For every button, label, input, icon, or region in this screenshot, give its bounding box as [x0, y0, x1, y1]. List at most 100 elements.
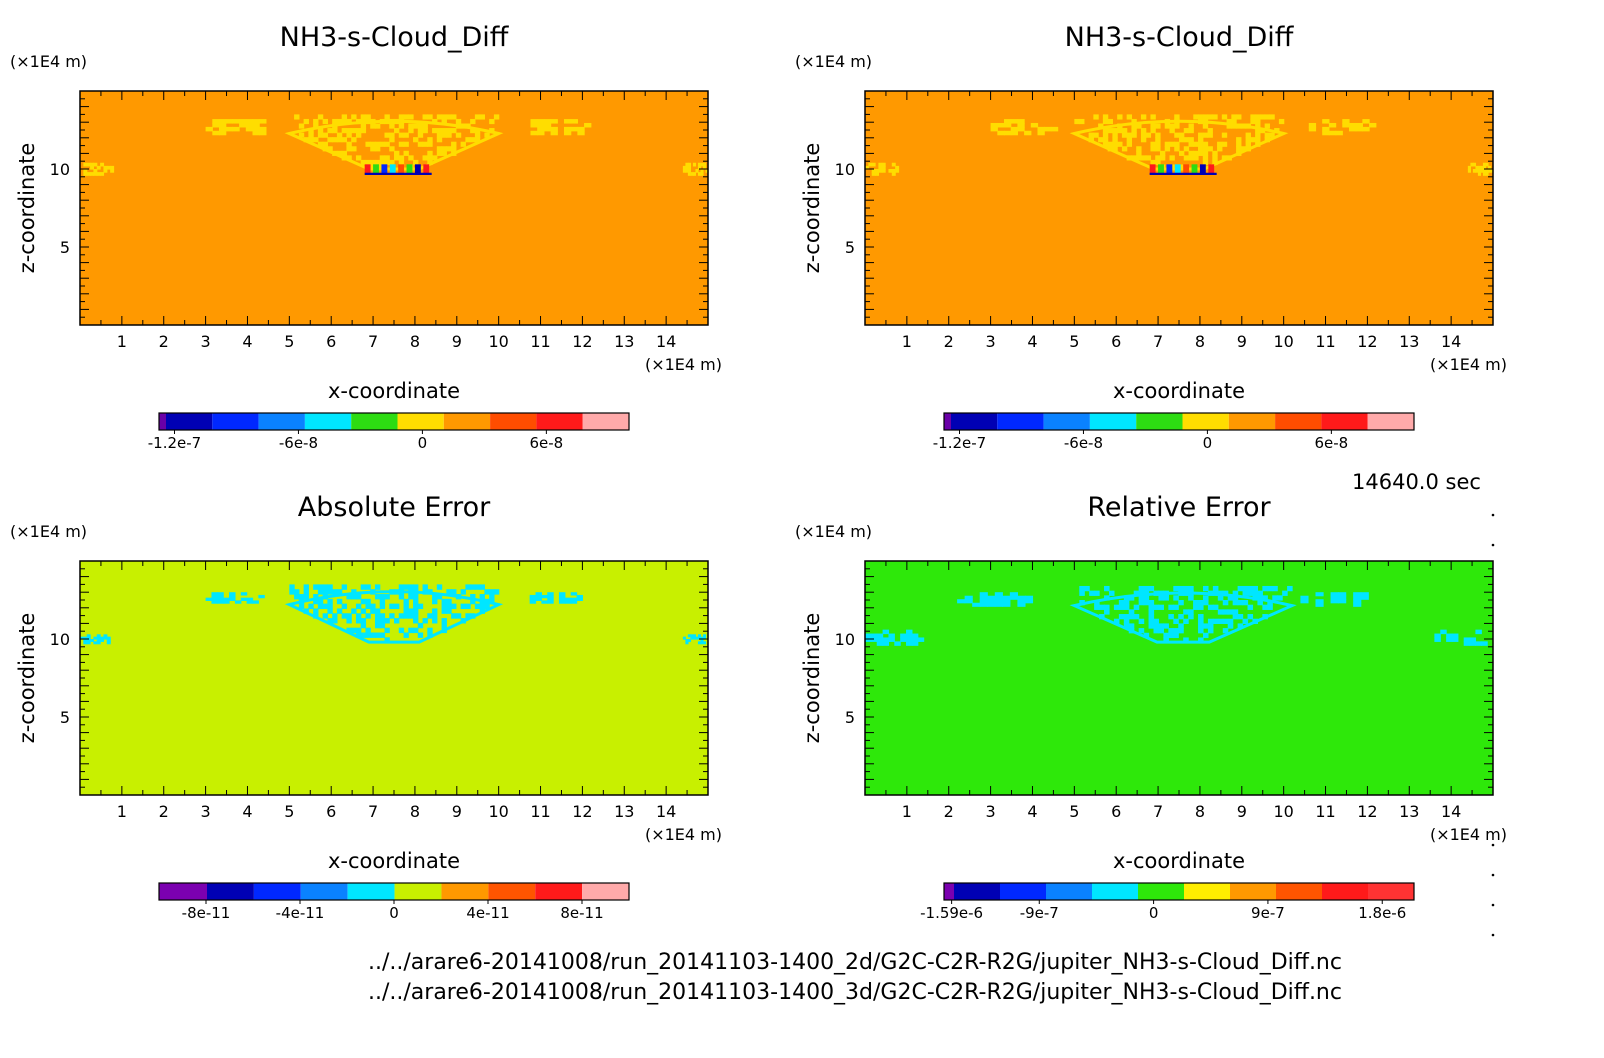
- cloud-cell: [470, 128, 476, 134]
- cloud-cell: [1104, 604, 1110, 610]
- cloud-cell: [1037, 130, 1045, 136]
- cloud-cell: [389, 132, 395, 138]
- core-cell: [1158, 164, 1164, 175]
- cloud-cell: [1262, 595, 1268, 601]
- cloud-cell: [484, 132, 490, 138]
- cloud-cell: [1242, 585, 1249, 592]
- cloud-cell: [341, 584, 348, 590]
- cloud-cell: [697, 162, 702, 167]
- cloud-cell: [1480, 169, 1484, 173]
- cloud-cell: [1112, 128, 1118, 134]
- cloud-cell: [389, 613, 395, 619]
- cloud-cell: [1153, 618, 1160, 624]
- cloud-cell: [702, 634, 707, 638]
- cloud-cell: [205, 126, 213, 132]
- cloud-cell: [360, 632, 367, 638]
- cloud-cell: [446, 608, 452, 614]
- cloud-cell: [474, 603, 481, 610]
- core-cell: [1166, 164, 1173, 175]
- cloud-cell: [690, 172, 694, 176]
- cloud-cell: [1472, 162, 1477, 167]
- cloud-cell: [341, 128, 348, 134]
- cloud-cell: [1123, 614, 1130, 620]
- y-unit-label: (×1E4 m): [10, 52, 87, 71]
- cloud-cell: [964, 595, 973, 600]
- cloud-cell: [245, 119, 254, 124]
- cloud-cell: [313, 137, 319, 143]
- cloud-cell: [365, 603, 371, 610]
- cloud-cell: [570, 126, 578, 132]
- cloud-cell: [245, 126, 254, 132]
- cloud-cell: [336, 132, 343, 138]
- cloud-cell: [379, 598, 386, 605]
- cloud-cell: [1128, 623, 1135, 629]
- colorbar-swatch: [207, 883, 254, 900]
- cloud-cell: [1145, 132, 1152, 138]
- cloud-cell: [1009, 595, 1018, 600]
- x-unit-label: (×1E4 m): [1430, 355, 1507, 374]
- cloud-cell: [1123, 600, 1130, 606]
- cloud-cell: [1360, 592, 1369, 597]
- cloud-cell: [1174, 146, 1180, 152]
- cloud-cell: [1221, 114, 1228, 120]
- cloud-cell: [1094, 600, 1100, 606]
- cloud-cell: [317, 114, 324, 120]
- cloud-cell: [365, 627, 371, 634]
- x-axis-label: x-coordinate: [328, 379, 460, 403]
- cloud-cell: [355, 594, 362, 600]
- cloud-cell: [1024, 130, 1032, 136]
- cloud-cell: [1353, 599, 1362, 604]
- cloud-cell: [878, 165, 883, 170]
- colorbar-tick-label: -6e-8: [279, 434, 318, 452]
- cloud-cell: [294, 594, 300, 600]
- cloud-cell: [436, 137, 443, 143]
- cloud-cell: [1099, 604, 1105, 610]
- x-tick-label: 3: [201, 802, 211, 821]
- colorbar-swatch: [1230, 883, 1276, 900]
- cloud-cell: [374, 141, 381, 147]
- cloud-cell: [1463, 637, 1471, 642]
- cloud-cell: [365, 114, 371, 120]
- cloud-cell: [83, 162, 88, 167]
- cloud-cell: [1003, 130, 1012, 136]
- cloud-cell: [474, 137, 481, 143]
- panel-3: Absolute Error(×1E4 m)1 2 3 4 5 6 7 8 9 10 11 12 13 1…: [10, 492, 722, 922]
- cloud-cell: [1322, 126, 1330, 132]
- cloud-cell: [403, 132, 409, 138]
- cloud-cell: [398, 613, 405, 619]
- cloud-cell: [1217, 618, 1224, 624]
- cloud-cell: [1202, 159, 1209, 166]
- cloud-cell: [697, 172, 702, 176]
- cloud-cell: [1136, 123, 1142, 129]
- cloud-cell: [1485, 172, 1489, 176]
- cloud-cell: [403, 613, 409, 619]
- cloud-cell: [697, 636, 702, 640]
- colorbar-swatch: [1136, 413, 1183, 430]
- cloud-cell: [1143, 595, 1150, 601]
- cloud-cell: [876, 633, 884, 639]
- x-axis-label: x-coordinate: [1113, 849, 1245, 873]
- cloud-cell: [1155, 159, 1161, 166]
- y-axis-label: z-coordinate: [800, 143, 824, 274]
- cloud-cell: [1342, 122, 1350, 128]
- cloud-cell: [1278, 118, 1285, 125]
- cloud-cell: [298, 603, 305, 610]
- cloud-cell: [212, 119, 220, 124]
- cloud-cell: [489, 589, 495, 595]
- cloud-cell: [1148, 618, 1155, 624]
- colorbar-swatch: [1275, 413, 1322, 430]
- cloud-cell: [303, 594, 309, 600]
- cloud-cell: [229, 592, 236, 596]
- cloud-cell: [374, 608, 381, 614]
- cloud-cell: [1179, 164, 1185, 170]
- cloud-cell: [1247, 590, 1254, 596]
- cloud-cell: [1002, 599, 1011, 604]
- cloud-cell: [427, 155, 433, 161]
- colorbar-swatch: [441, 883, 489, 900]
- cloud-cell: [1128, 609, 1135, 615]
- y-tick-label: 5: [845, 708, 855, 727]
- cloud-cell: [1143, 600, 1150, 606]
- cloud-cell: [1198, 614, 1204, 620]
- cloud-cell: [417, 141, 424, 147]
